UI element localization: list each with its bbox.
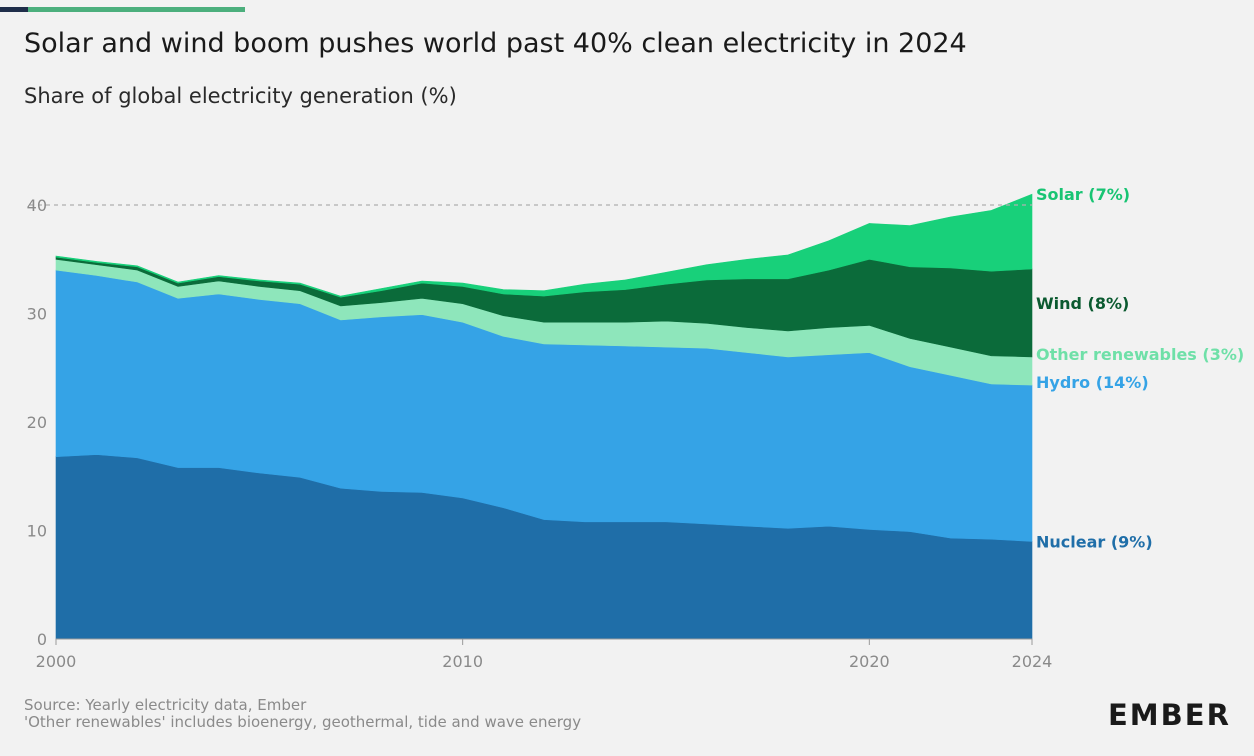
accent-bar-green <box>28 7 245 12</box>
x-tick-label: 2020 <box>849 652 890 671</box>
y-tick-label: 20 <box>27 413 47 432</box>
chart-title: Solar and wind boom pushes world past 40… <box>24 28 967 59</box>
chart-areas <box>55 193 1033 640</box>
y-tick-label: 30 <box>27 305 47 324</box>
x-tick-label: 2010 <box>442 652 483 671</box>
series-label-hydro: Hydro (14%) <box>1036 373 1149 392</box>
series-label-solar: Solar (7%) <box>1036 185 1130 204</box>
chart-subtitle: Share of global electricity generation (… <box>24 84 457 108</box>
series-label-other-renewables: Other renewables (3%) <box>1036 345 1244 364</box>
source-line: Source: Yearly electricity data, Ember <box>24 696 307 714</box>
x-tick-label: 2000 <box>36 652 77 671</box>
chart-axes: 0 10 20 30 40 2000 2010 2020 2024 <box>27 196 1053 671</box>
y-tick-label: 40 <box>27 196 47 215</box>
note-line: 'Other renewables' includes bioenergy, g… <box>24 713 582 731</box>
series-labels: Nuclear (9%) Hydro (14%) Other renewables … <box>1036 185 1244 551</box>
top-accent-bar <box>0 7 245 12</box>
accent-bar-dark <box>0 7 28 12</box>
series-label-wind: Wind (8%) <box>1036 294 1129 313</box>
ember-logo: EMBER <box>1108 698 1231 732</box>
y-tick-label: 0 <box>37 630 47 649</box>
x-tick-label: 2024 <box>1012 652 1053 671</box>
logo-text: EMBER <box>1108 698 1231 732</box>
y-tick-label: 10 <box>27 522 47 541</box>
area-solar <box>55 193 1033 298</box>
series-label-nuclear: Nuclear (9%) <box>1036 532 1153 551</box>
chart-source: Source: Yearly electricity data, Ember '… <box>24 697 581 731</box>
